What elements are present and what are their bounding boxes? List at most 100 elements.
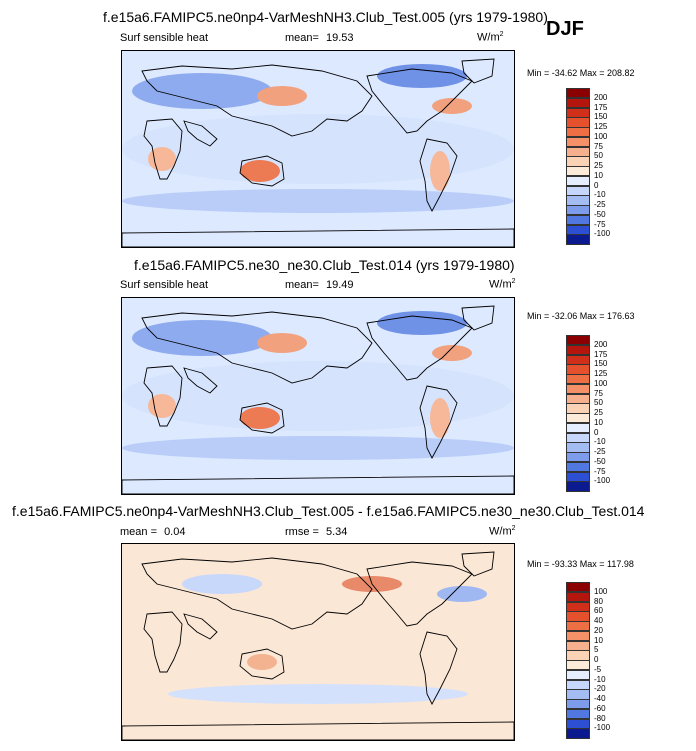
colorbar-tick-label: 175: [594, 102, 608, 112]
panel-3-mean-label: mean =: [120, 526, 157, 538]
kuroshio-warm: [257, 333, 307, 353]
colorbar-box: [566, 660, 590, 671]
colorbar-tick-label: 200: [594, 339, 608, 349]
colorbar-tick-label: 100: [594, 586, 608, 596]
colorbar-tick-label: -20: [594, 684, 606, 694]
colorbar-tick-label: 25: [594, 408, 603, 417]
north-america-cold: [377, 64, 467, 88]
north-america-cold: [377, 311, 467, 335]
coastline: [239, 155, 285, 187]
colorbar-box: [566, 718, 590, 729]
colorbar-tick-label: -100: [594, 229, 611, 239]
colorbar-tick-label: 0: [594, 655, 599, 664]
colorbar-box: [566, 728, 590, 739]
colorbar-box: [566, 166, 590, 177]
colorbar-tick-label: 50: [594, 151, 603, 161]
panel-1-minmax: Min = -34.62 Max = 208.82: [527, 68, 635, 78]
diff-cool: [168, 684, 468, 704]
panel-1-units-sup: 2: [499, 31, 504, 38]
colorbar-box: [566, 689, 590, 700]
colorbar-tick-label: -10: [594, 190, 606, 200]
panel-3-rmse-label: rmse =: [285, 526, 319, 538]
australia-warm: [240, 160, 280, 182]
colorbar-box: [566, 97, 590, 108]
colorbar-box: [566, 393, 590, 404]
colorbar-tick-label: 10: [594, 170, 603, 180]
panel-3-map: [121, 543, 515, 741]
panel-2-minmax: Min = -32.06 Max = 176.63: [527, 311, 635, 321]
colorbar-tick-label: 200: [594, 92, 608, 102]
colorbar-box: [566, 88, 590, 99]
colorbar-box: [566, 156, 590, 167]
colorbar-tick-label: 80: [594, 596, 603, 606]
colorbar-tick-label: 125: [594, 122, 608, 131]
panel-1-title: f.e15a6.FAMIPC5.ne0np4-VarMeshNH3.Club_T…: [103, 9, 548, 25]
colorbar-tick-label: -25: [594, 447, 606, 456]
colorbar-box: [566, 234, 590, 245]
coastline: [183, 120, 218, 147]
colorbar-box: [566, 669, 590, 680]
eurasia-cold: [132, 73, 272, 109]
panel-3-field: [122, 551, 514, 740]
colorbar-tick-label: 75: [594, 388, 603, 398]
diff-warm: [247, 654, 277, 670]
coastline: [183, 613, 218, 640]
coastline: [122, 475, 514, 494]
colorbar-tick-label: -75: [594, 466, 606, 476]
panel-2-map: [121, 297, 515, 495]
colorbar-box: [566, 452, 590, 463]
colorbar-tick-label: 0: [594, 180, 599, 190]
colorbar-tick-label: -80: [594, 713, 606, 723]
colorbar-tick-label: -40: [594, 694, 606, 703]
coastline: [461, 551, 495, 577]
panel-1-units-text: W/m: [477, 31, 500, 44]
colorbar-box: [566, 354, 590, 365]
colorbar-tick-label: 100: [594, 378, 608, 388]
coastline: [239, 402, 285, 434]
colorbar-tick-label: -10: [594, 437, 606, 447]
colorbar-box: [566, 335, 590, 346]
panel-3-rmse: rmse = 5.34: [285, 526, 347, 538]
panel-3-units-text: W/m: [489, 525, 512, 538]
coastline: [143, 611, 183, 673]
colorbar-box: [566, 432, 590, 443]
panel-2-field: [122, 305, 514, 494]
colorbar-box: [566, 364, 590, 375]
panel-3-units: W/m2: [489, 525, 516, 538]
panel-3-mean: mean = 0.04: [120, 526, 185, 538]
colorbar-box: [566, 224, 590, 235]
panel-3-mean-value: 0.04: [164, 526, 186, 538]
panel-2-mean-value: 19.49: [326, 279, 354, 291]
panel-2-mean: mean= 19.49: [285, 279, 354, 291]
colorbar-box: [566, 471, 590, 482]
panel-3-title: f.e15a6.FAMIPC5.ne0np4-VarMeshNH3.Club_T…: [12, 503, 645, 519]
colorbar-box: [566, 195, 590, 206]
africa-warm: [148, 147, 176, 171]
colorbar-box: [566, 185, 590, 196]
colorbar-box: [566, 205, 590, 216]
coastline: [143, 118, 183, 180]
panel-2-units-sup: 2: [511, 278, 516, 285]
panel-2-mean-label: mean=: [285, 279, 319, 291]
colorbar-tick-label: -75: [594, 219, 606, 229]
colorbar-box: [566, 591, 590, 602]
coastline: [419, 138, 458, 212]
colorbar-box: [566, 422, 590, 433]
colorbar-box: [566, 708, 590, 719]
colorbar-tick-label: -10: [594, 674, 606, 684]
southern-band: [122, 189, 514, 213]
colorbar-box: [566, 582, 590, 593]
colorbar-tick-label: 50: [594, 398, 603, 408]
colorbar-tick-label: -50: [594, 209, 606, 219]
colorbar-tick-label: -100: [594, 476, 611, 486]
colorbar-box: [566, 413, 590, 424]
colorbar-tick-label: 60: [594, 606, 603, 616]
diff-cool: [437, 586, 487, 602]
panel-2-units-text: W/m: [489, 278, 512, 291]
panel-1-mean-label: mean=: [285, 32, 319, 44]
colorbar-tick-label: 175: [594, 349, 608, 359]
colorbar-box: [566, 136, 590, 147]
colorbar-box: [566, 146, 590, 157]
colorbar-box: [566, 640, 590, 651]
colorbar-tick-label: 150: [594, 359, 608, 369]
